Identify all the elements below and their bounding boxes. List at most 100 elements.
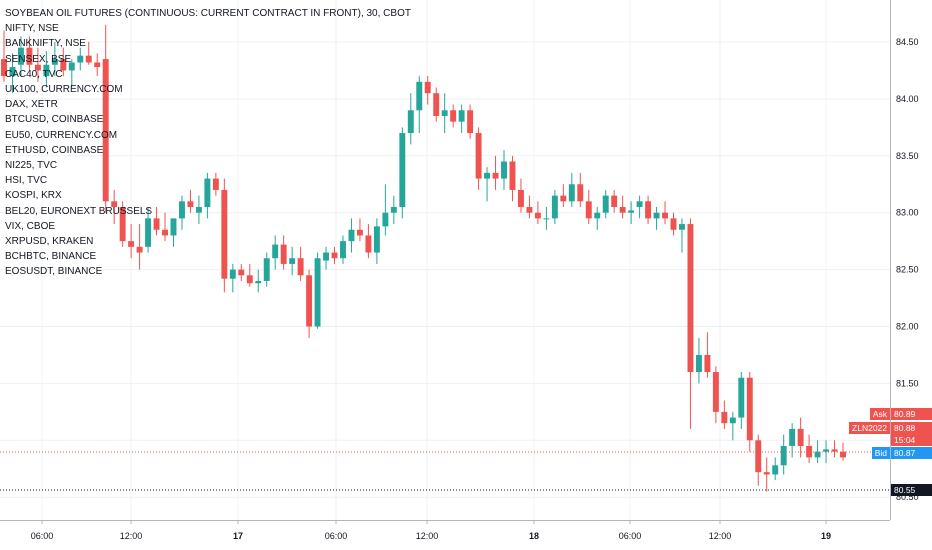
candle <box>94 53 101 77</box>
symbol-item[interactable]: HSI, TVC <box>5 175 48 187</box>
candle <box>51 42 58 77</box>
symbol-item[interactable]: SENSEX, BSE <box>5 53 72 65</box>
candle <box>340 235 346 264</box>
y-tick-label: 83.00 <box>896 208 919 218</box>
x-tick-label: 19 <box>821 531 831 541</box>
last-price-tag-label: ZLN2022 <box>849 422 890 434</box>
candle <box>77 47 84 71</box>
candle <box>212 172 219 196</box>
candle <box>356 218 363 242</box>
candle <box>416 76 423 134</box>
symbol-list: NIFTY, NSE BANKNIFTY, NSE SENSEX, BSE CAC40… <box>5 21 411 279</box>
candle <box>628 201 635 225</box>
ask-tag-label: Ask <box>869 408 890 420</box>
candle <box>475 127 482 190</box>
candle <box>492 155 499 190</box>
candle <box>365 224 372 259</box>
candle <box>763 457 770 492</box>
countdown-tag: 15:04 <box>891 434 932 446</box>
symbol-item[interactable]: UK100, CURRENCY.COM <box>5 84 123 96</box>
candle <box>636 195 643 219</box>
time-axis[interactable]: 06:00 12:00 17 06:00 12:00 18 06:00 12:00 19 <box>0 520 890 541</box>
symbol-item[interactable]: EOSUSDT, BINANCE <box>5 266 103 278</box>
candle <box>170 218 177 247</box>
symbol-item[interactable]: EU50, CURRENCY.COM <box>5 129 118 141</box>
candle <box>179 195 185 230</box>
candle <box>34 47 41 82</box>
candle <box>373 218 380 264</box>
price-axis[interactable]: 84.5084.0083.5083.0082.5082.0081.5081.00… <box>890 0 932 550</box>
marker-tag-value: 80.55 <box>891 484 932 496</box>
x-tick-label: 17 <box>233 531 243 541</box>
x-tick-label: 18 <box>529 531 539 541</box>
candle <box>162 212 168 242</box>
candle <box>153 207 160 236</box>
candle <box>119 201 126 247</box>
symbol-item[interactable]: BTCUSD, COINBASE <box>5 114 104 126</box>
y-tick-label: 84.50 <box>896 37 919 47</box>
candle <box>619 195 626 219</box>
candle <box>68 59 75 88</box>
candle <box>195 195 202 225</box>
candle <box>238 263 245 281</box>
candle <box>585 189 592 225</box>
candle <box>679 218 685 253</box>
candle <box>729 411 736 441</box>
candle <box>60 47 67 77</box>
bid-tag-value: 80.87 <box>891 447 932 459</box>
candle <box>297 246 304 281</box>
candle <box>348 218 355 253</box>
last-price-tag-value: 80.88 <box>891 422 932 434</box>
candle <box>263 252 270 287</box>
candle <box>670 212 677 236</box>
symbol-item[interactable]: XRPUSD, KRAKEN <box>5 236 94 248</box>
candle <box>780 434 787 475</box>
candle <box>526 195 533 219</box>
candle <box>560 184 567 208</box>
candle <box>645 195 652 225</box>
candle <box>687 218 694 429</box>
candle <box>814 440 821 464</box>
symbol-item[interactable]: DAX, XETR <box>5 99 58 111</box>
candle <box>289 246 296 276</box>
candle <box>111 189 118 225</box>
y-tick-label: 80.50 <box>896 492 919 502</box>
candle <box>204 172 211 219</box>
candle <box>611 189 618 213</box>
candle <box>746 372 753 452</box>
candle <box>602 189 609 219</box>
x-tick-label: 06:00 <box>619 531 642 541</box>
symbol-item[interactable]: BANKNIFTY, NSE <box>5 38 86 50</box>
y-tick-label: 82.50 <box>896 265 919 275</box>
symbol-item[interactable]: KOSPI, KRX <box>5 190 62 202</box>
candle <box>577 172 584 208</box>
candle <box>738 372 745 429</box>
candle <box>306 269 313 338</box>
candle <box>229 263 236 293</box>
symbol-item[interactable]: BCHBTC, BINANCE <box>5 251 97 263</box>
candle <box>712 366 719 424</box>
symbol-item[interactable]: NIFTY, NSE <box>5 23 59 35</box>
candle <box>755 434 762 486</box>
symbol-item[interactable]: BEL20, EURONEXT BRUSSELS <box>5 205 153 217</box>
y-tick-label: 83.50 <box>896 151 919 161</box>
candle <box>145 207 152 253</box>
candle <box>399 127 406 219</box>
x-tick-label: 06:00 <box>325 531 348 541</box>
symbol-item[interactable]: CAC40, TVC <box>5 68 63 80</box>
candle <box>272 235 279 270</box>
symbol-item[interactable]: VIX, CBOE <box>5 220 56 232</box>
y-tick-label: 84.00 <box>896 94 919 104</box>
candle <box>831 440 838 458</box>
symbol-item[interactable]: NI225, TVC <box>5 160 58 172</box>
candle <box>9 53 16 94</box>
symbol-item[interactable]: ETHUSD, COINBASE <box>5 144 104 156</box>
candle <box>136 224 143 270</box>
candle <box>26 36 33 71</box>
bid-tag-label: Bid <box>871 447 890 459</box>
candle <box>246 263 253 287</box>
candle <box>280 235 287 270</box>
candle <box>433 87 440 122</box>
candle <box>187 189 194 213</box>
candle <box>823 440 830 464</box>
